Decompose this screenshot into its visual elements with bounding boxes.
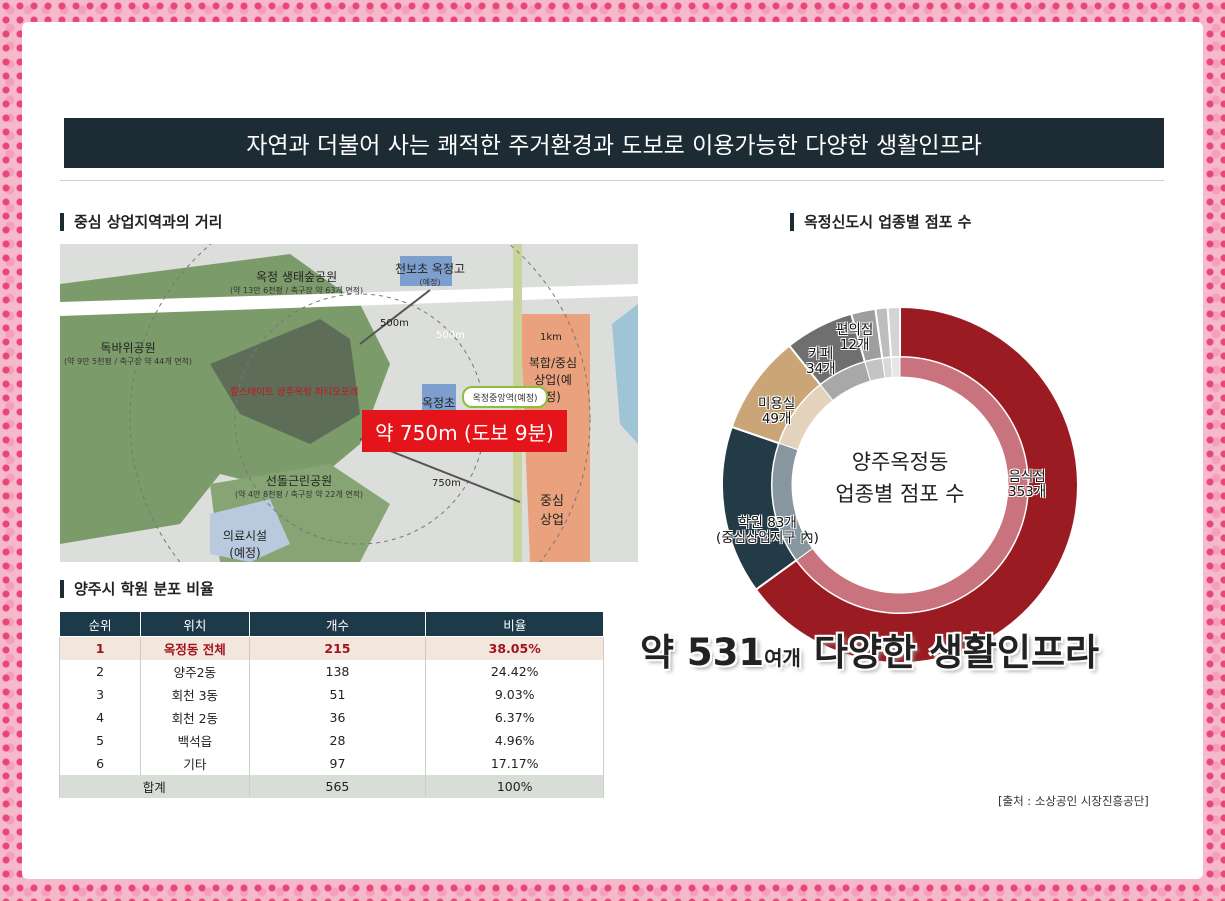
cell-location: 회천 2동 — [140, 706, 250, 729]
map-label-seondol-park: 선돌근린공원 (약 4만 8천평 / 축구장 약 22개 면적) — [235, 474, 364, 499]
label-convenience-store: 편의점 12개 — [836, 322, 874, 353]
cell-location: 회천 3동 — [140, 683, 250, 706]
distance-box: 약 750m (도보 9분) — [362, 410, 567, 452]
cell-ratio: 6.37% — [425, 706, 604, 729]
donut-hole — [792, 377, 1008, 593]
map-label-center-commercial: 중심 상업 — [540, 494, 564, 528]
donut-inner-ring-6 — [890, 356, 901, 378]
map-radius-500m: 500m — [380, 318, 409, 329]
cell-rank: 3 — [58, 683, 142, 706]
label-cafe: 카페 34개 — [806, 346, 836, 377]
table-row: 3 회천 3동 51 9.03% — [58, 683, 604, 706]
cell-total-label: 합계 — [59, 775, 250, 798]
cell-total-ratio: 100% — [425, 775, 604, 798]
source-note: [출처 : 소상공인 시장진흥공단] — [998, 794, 1149, 808]
cell-count: 28 — [248, 729, 427, 752]
cell-count: 51 — [248, 683, 427, 706]
col-count: 개수 — [248, 611, 427, 637]
table-row: 1 옥정동 전체 215 38.05% — [58, 636, 604, 660]
label-hair-salon: 미용실 49개 — [758, 396, 796, 427]
divider — [60, 180, 1164, 181]
cell-rank: 6 — [58, 752, 142, 775]
cell-location: 백석읍 — [140, 729, 250, 752]
academy-table: 순위 위치 개수 비율 1 옥정동 전체 215 38.05% 2 양주2동 1… — [58, 611, 604, 798]
page-banner: 자연과 더불어 사는 쾌적한 주거환경과 도보로 이용가능한 다양한 생활인프라 — [64, 118, 1164, 168]
map-radius-750m: 750m — [432, 478, 461, 489]
cell-count: 138 — [248, 660, 427, 683]
map-radius-1km: 1km — [540, 332, 562, 343]
cell-ratio: 9.03% — [425, 683, 604, 706]
label-restaurant: 음식점 353개 — [1008, 469, 1047, 500]
station-badge: 옥정중앙역(예정) — [462, 386, 548, 408]
map-label-school: 천보초 옥정고 (예정) — [395, 262, 466, 287]
donut-svg — [721, 305, 1079, 664]
cell-ratio: 38.05% — [425, 636, 604, 660]
cell-ratio: 24.42% — [425, 660, 604, 683]
table-header-row: 순위 위치 개수 비율 — [58, 611, 604, 637]
label-academy: 학원 83개 (중심상업지구 內) — [716, 515, 819, 546]
table-row: 6 기타 97 17.17% — [58, 752, 604, 775]
location-map: 옥정 생태숲공원 (약 13만 6천평 / 축구장 약 63개 면적) 천보초 … — [60, 244, 638, 562]
map-label-commercial-multi: 복합/중심 상업(예정) — [528, 356, 578, 404]
donut-heading: 옥정신도시 업종별 점포 수 — [790, 213, 971, 231]
map-radius-500m-2: 500m — [436, 330, 465, 341]
cell-rank: 2 — [58, 660, 142, 683]
cell-rank: 4 — [58, 706, 142, 729]
cell-ratio: 4.96% — [425, 729, 604, 752]
map-heading: 중심 상업지역과의 거리 — [60, 213, 222, 231]
cell-location: 기타 — [140, 752, 250, 775]
donut-chart — [700, 290, 1100, 680]
map-label-dokbawi-park: 독바위공원 (약 9만 5천평 / 축구장 약 44개 면적) — [64, 341, 193, 366]
cell-rank: 5 — [58, 729, 142, 752]
map-graphic — [60, 244, 638, 562]
cell-count: 215 — [248, 636, 427, 660]
cell-location: 옥정동 전체 — [140, 636, 250, 660]
map-label-medical: 의료시설 (예정) — [222, 529, 268, 560]
cell-ratio: 17.17% — [425, 752, 604, 775]
table-row: 2 양주2동 138 24.42% — [58, 660, 604, 683]
map-label-okjeong-school: 옥정초 — [422, 396, 456, 410]
map-label-complex: 힐스테이트 양주옥정 파티오포레 — [230, 387, 359, 398]
col-location: 위치 — [140, 611, 250, 637]
col-ratio: 비율 — [425, 611, 604, 637]
table-row: 5 백석읍 28 4.96% — [58, 729, 604, 752]
donut-center-text: 양주옥정동 업종별 점포 수 — [835, 450, 965, 506]
cell-count: 97 — [248, 752, 427, 775]
headline-count: 약 531여개 다양한 생활인프라 — [640, 631, 1100, 674]
cell-location: 양주2동 — [140, 660, 250, 683]
map-label-eco-park: 옥정 생태숲공원 (약 13만 6천평 / 축구장 약 63개 면적) — [230, 270, 364, 295]
cell-rank: 1 — [58, 636, 142, 660]
col-rank: 순위 — [58, 611, 142, 637]
academy-heading: 양주시 학원 분포 비율 — [60, 580, 214, 598]
table-total-row: 합계 565 100% — [59, 775, 604, 798]
cell-count: 36 — [248, 706, 427, 729]
table-row: 4 회천 2동 36 6.37% — [58, 706, 604, 729]
cell-total-count: 565 — [248, 775, 427, 798]
